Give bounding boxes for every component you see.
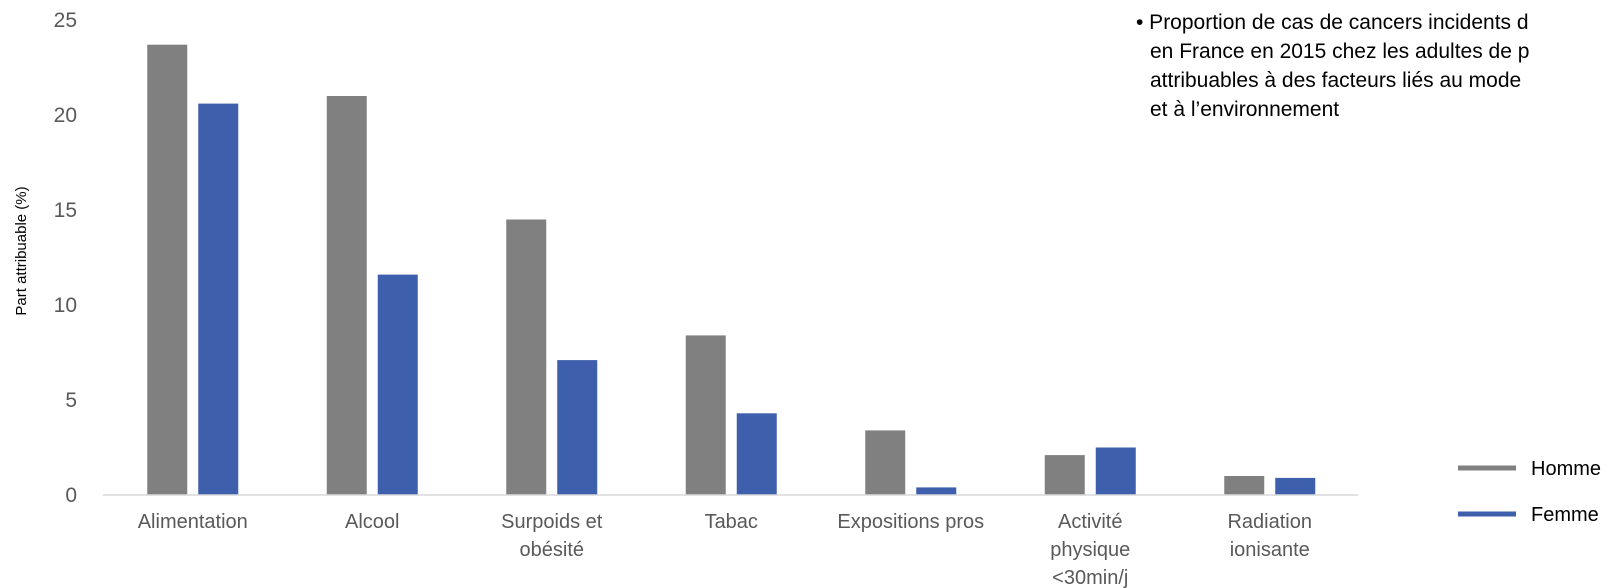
x-category-label: <30min/j [1052, 567, 1128, 588]
x-category-label: Alimentation [138, 511, 248, 533]
y-tick-label: 10 [54, 294, 77, 317]
x-category-label: Surpoids et [501, 511, 603, 533]
bar-homme-4 [865, 430, 906, 495]
x-category-label: Expositions pros [837, 511, 984, 533]
x-category-label: Activité [1058, 511, 1122, 533]
bar-femme-2 [557, 360, 598, 495]
legend-label-femme: Femme [1531, 504, 1599, 526]
y-axis-label: Part attribuable (%) [13, 186, 30, 315]
bar-homme-3 [685, 335, 726, 495]
bar-femme-1 [377, 274, 418, 495]
bar-femme-0 [198, 103, 239, 495]
legend: Homme Femme [1458, 458, 1601, 526]
y-tick-label: 15 [54, 199, 77, 222]
legend-label-homme: Homme [1531, 458, 1601, 480]
annotation-line: en France en 2015 chez les adultes de p [1150, 40, 1529, 63]
y-tick-label: 0 [65, 484, 77, 507]
bar-homme-6 [1224, 476, 1265, 495]
bar-homme-0 [147, 44, 188, 495]
bar-femme-5 [1095, 447, 1136, 495]
y-tick-label: 25 [54, 9, 77, 32]
bars-group [147, 44, 1316, 495]
bar-femme-6 [1275, 477, 1316, 495]
bar-homme-1 [326, 96, 367, 495]
annotation-text: • Proportion de cas de cancers incidents… [1136, 11, 1529, 121]
bar-femme-3 [736, 413, 777, 495]
x-category-label: obésité [520, 539, 585, 561]
x-category-labels: Alimentation Alcool Surpoids et obésité Taba… [138, 511, 1312, 588]
bar-femme-4 [916, 487, 957, 495]
x-category-label: ionisante [1230, 539, 1310, 561]
annotation-line: • Proportion de cas de cancers incidents… [1136, 11, 1529, 34]
x-category-label: Tabac [705, 511, 758, 533]
bar-homme-2 [506, 219, 547, 495]
y-tick-label: 5 [65, 389, 77, 412]
x-category-label: physique [1050, 539, 1130, 561]
bar-homme-5 [1044, 455, 1085, 495]
x-category-label: Radiation [1227, 511, 1312, 533]
y-tick-labels: 0 5 10 15 20 25 [54, 9, 77, 507]
x-category-label: Alcool [345, 511, 399, 533]
annotation-line: attribuables à des facteurs liés au mode [1150, 69, 1521, 92]
y-tick-label: 20 [54, 104, 77, 127]
annotation-line: et à l’environnement [1150, 98, 1339, 121]
